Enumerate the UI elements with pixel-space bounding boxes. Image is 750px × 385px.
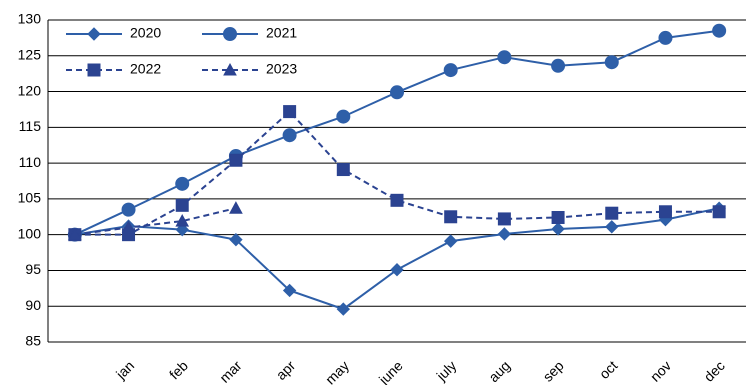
marker [229,153,243,167]
y-tick-label: 130 [18,11,42,27]
marker [229,232,243,247]
legend-label: 2020 [130,25,161,41]
marker [336,109,351,124]
x-tick-label: feb [166,357,191,382]
legend-item: 2020 [62,23,190,45]
legend-label: 2021 [266,25,297,41]
x-tick-label: july [433,357,460,384]
y-tick-label: 85 [25,333,41,349]
marker [121,220,136,234]
marker [443,63,458,78]
marker [443,234,458,248]
y-tick-label: 125 [18,46,42,62]
legend-label: 2023 [266,61,297,77]
y-tick-label: 110 [19,154,42,170]
marker [223,27,237,41]
x-tick-label: mar [216,357,245,385]
series-line [74,207,237,236]
marker [336,302,351,316]
x-tick-label: sep [540,357,567,384]
legend-label: 2022 [130,61,161,77]
y-tick-label: 105 [18,190,42,206]
marker [551,210,565,224]
x-tick-label: dec [701,357,728,384]
y-tick-label: 115 [19,118,42,134]
y-tick-label: 120 [18,82,42,98]
marker [68,227,82,241]
x-tick-label: june [375,357,406,385]
marker [712,23,727,38]
marker [604,55,619,70]
marker [497,50,512,65]
marker [390,193,404,207]
x-tick-label: aug [485,357,513,385]
marker [605,220,619,234]
marker [551,222,565,236]
marker [175,198,189,212]
marker [121,202,136,217]
marker [336,163,350,177]
y-tick-label: 95 [25,261,41,277]
series-line [74,110,720,236]
series-line [74,207,720,311]
marker [497,212,511,226]
legend-item: 2023 [198,59,326,81]
x-tick-label: oct [596,357,621,382]
marker [282,283,297,298]
marker [390,263,404,277]
legend-item: 2022 [62,59,190,81]
x-tick-label: jan [112,357,137,382]
marker [87,27,101,41]
marker [497,227,512,241]
x-tick-label: may [322,357,352,385]
marker [175,176,190,191]
legend-item: 2021 [198,23,326,45]
marker [223,62,237,76]
marker [444,210,458,224]
y-tick-label: 90 [25,297,41,313]
marker [229,201,243,214]
marker [605,206,619,220]
x-tick-label: apr [273,357,299,383]
marker [390,85,404,100]
x-tick-label: nov [647,357,674,384]
legend: 2020 2021 2022 2023 [62,23,326,81]
marker [175,222,189,237]
y-tick-label: 100 [18,225,42,241]
marker [87,63,101,77]
marker [283,105,297,119]
marker [658,30,673,45]
marker [282,128,297,143]
marker [175,214,190,227]
marker [712,205,726,219]
marker [658,205,672,219]
marker [551,58,566,73]
